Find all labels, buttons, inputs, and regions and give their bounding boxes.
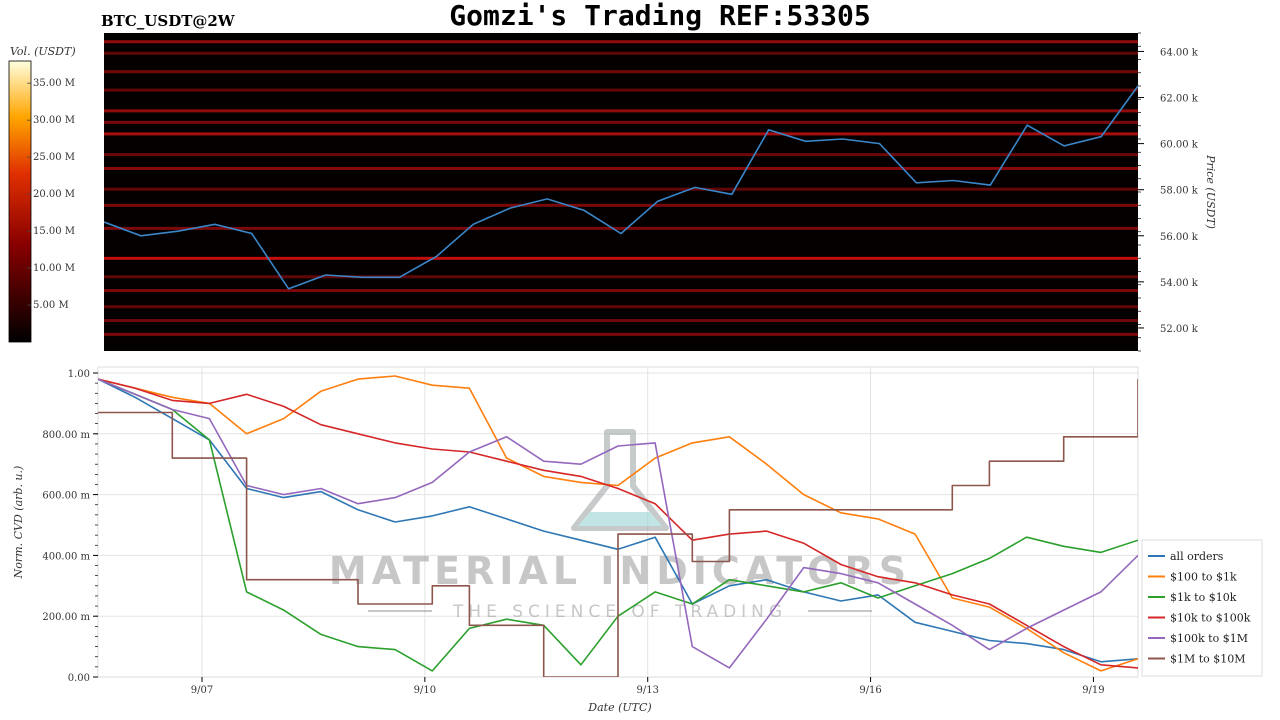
depth-level — [104, 256, 1138, 260]
price-tick-label: 64.00 k — [1160, 47, 1199, 58]
watermark: MATERIAL INDICATORS THE SCIENCE OF TRADI… — [329, 429, 906, 622]
colorbar-tick-label: 30.00 M — [33, 115, 75, 126]
price-tick-label: 58.00 k — [1160, 186, 1199, 197]
depth-levels — [104, 40, 1138, 336]
heatmap-background — [104, 33, 1138, 351]
price-tick-label: 52.00 k — [1160, 324, 1199, 335]
depth-level — [104, 88, 1138, 92]
cvd-line — [98, 379, 1138, 677]
colorbar-tick-label: 35.00 M — [33, 78, 75, 89]
depth-level — [104, 109, 1138, 113]
legend-entry: $100 to $1k — [1170, 571, 1237, 584]
cvd-x-tick-label: 9/19 — [1082, 685, 1104, 696]
price-tick-label: 54.00 k — [1160, 278, 1199, 289]
colorbar-tick-label: 5.00 M — [33, 300, 69, 311]
depth-level — [104, 40, 1138, 44]
cvd-y-tick-label: 400.00 m — [42, 551, 90, 562]
depth-level — [104, 305, 1138, 309]
depth-level — [104, 70, 1138, 74]
depth-level — [104, 51, 1138, 55]
cvd-y-tick-label: 200.00 m — [42, 612, 90, 623]
cvd-y-tick-label: 600.00 m — [42, 491, 90, 502]
depth-level — [104, 332, 1138, 336]
cvd-series — [98, 375, 1138, 677]
depth-level — [104, 166, 1138, 170]
colorbar-tick-label: 20.00 M — [33, 189, 75, 200]
cvd-x-tick-label: 9/07 — [191, 685, 213, 696]
watermark-subtitle: THE SCIENCE OF TRADING — [452, 602, 787, 622]
pair-label: BTC_USDT@2W — [101, 12, 236, 30]
legend-entry: $10k to $100k — [1170, 612, 1251, 625]
colorbar-label: Vol. (USDT) — [10, 45, 76, 58]
depth-level — [104, 120, 1138, 124]
cvd-y-tick-label: 800.00 m — [42, 430, 90, 441]
page-title: Gomzi's Trading REF:53305 — [449, 0, 870, 32]
depth-level — [104, 203, 1138, 207]
cvd-line — [98, 378, 1138, 669]
depth-level — [104, 153, 1138, 157]
cvd-y-axis-label: Norm. CVD (arb. u.) — [12, 466, 25, 580]
flask-icon — [571, 429, 669, 531]
colorbar — [8, 60, 32, 343]
colorbar-tick-label: 25.00 M — [33, 152, 75, 163]
colorbar-tick-label: 15.00 M — [33, 226, 75, 237]
cvd-line — [98, 378, 1138, 669]
legend-entry: $1k to $10k — [1170, 591, 1237, 604]
depth-level — [104, 187, 1138, 191]
legend-entry: all orders — [1170, 550, 1224, 563]
depth-level — [104, 226, 1138, 230]
depth-level — [104, 289, 1138, 293]
colorbar-tick-label: 10.00 M — [33, 263, 75, 274]
cvd-x-tick-label: 9/16 — [859, 685, 881, 696]
cvd-y-tick-label: 1.00 — [68, 369, 90, 380]
cvd-axes: 0.00 200.00 m 400.00 m 600.00 m 800.00 m 1.00… — [42, 369, 1104, 696]
price-axis: 52.00 k 54.00 k 56.00 k 58.00 k 60.00 k 62.00… — [1138, 32, 1199, 352]
colorbar-ticks: 5.00 M 10.00 M 15.00 M 20.00 M 25.00 M 30.00 … — [27, 78, 75, 311]
legend: all orders $100 to $1k $1k to $10k $10k to … — [1141, 539, 1263, 677]
depth-level — [104, 132, 1138, 136]
price-line — [104, 85, 1138, 290]
price-tick-label: 62.00 k — [1160, 94, 1199, 105]
cvd-x-axis-label: Date (UTC) — [587, 701, 651, 714]
price-tick-label: 56.00 k — [1160, 232, 1199, 243]
legend-box — [1141, 539, 1263, 677]
price-tick-label: 60.00 k — [1160, 140, 1199, 151]
price-axis-label: Price (USDT) — [1204, 154, 1217, 229]
cvd-x-tick-label: 9/10 — [414, 685, 436, 696]
depth-level — [104, 319, 1138, 323]
cvd-line — [98, 375, 1138, 672]
legend-entry: $100k to $1M — [1170, 632, 1248, 645]
cvd-x-tick-label: 9/13 — [636, 685, 658, 696]
legend-entry: $1M to $10M — [1170, 653, 1246, 666]
cvd-y-tick-label: 0.00 — [68, 673, 90, 684]
depth-level — [104, 275, 1138, 279]
